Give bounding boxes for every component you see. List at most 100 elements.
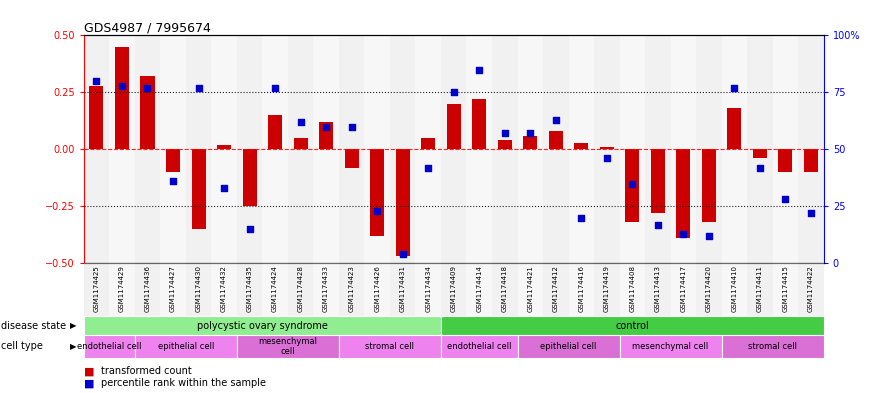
Bar [421, 138, 435, 149]
Point [753, 164, 767, 171]
Bar [211, 35, 237, 263]
Text: GSM1174429: GSM1174429 [119, 265, 125, 312]
Point [242, 226, 256, 232]
Point [702, 233, 716, 239]
Bar [390, 35, 416, 263]
Bar [568, 263, 594, 316]
Point [191, 84, 205, 91]
Bar [441, 263, 466, 316]
Bar [651, 149, 665, 213]
Text: percentile rank within the sample: percentile rank within the sample [101, 378, 266, 388]
Bar [594, 263, 619, 316]
Bar [549, 131, 563, 149]
Bar [441, 316, 824, 335]
Bar [293, 138, 307, 149]
Bar [191, 149, 205, 229]
Bar [728, 108, 742, 149]
Bar [365, 263, 390, 316]
Bar [396, 149, 410, 257]
Text: GSM1174434: GSM1174434 [426, 265, 431, 312]
Text: mesenchymal cell: mesenchymal cell [633, 342, 708, 351]
Bar [517, 335, 619, 358]
Bar [492, 35, 517, 263]
Text: epithelial cell: epithelial cell [540, 342, 596, 351]
Bar [747, 263, 773, 316]
Bar [568, 35, 594, 263]
Bar [237, 35, 263, 263]
Text: GSM1174416: GSM1174416 [578, 265, 584, 312]
Point [728, 84, 742, 91]
Bar [773, 263, 798, 316]
Text: endothelial cell: endothelial cell [447, 342, 512, 351]
Bar [722, 263, 747, 316]
Bar [90, 86, 103, 149]
Bar [677, 149, 691, 238]
Point [804, 210, 818, 216]
Bar [263, 263, 288, 316]
Bar [517, 263, 543, 316]
Text: control: control [616, 321, 649, 331]
Point [319, 123, 333, 130]
Point [677, 231, 691, 237]
Bar [702, 149, 716, 222]
Bar [492, 263, 517, 316]
Bar [441, 35, 466, 263]
Bar [696, 263, 722, 316]
Bar [288, 35, 314, 263]
Bar [390, 263, 416, 316]
Bar [365, 35, 390, 263]
Bar [263, 35, 288, 263]
Text: GSM1174422: GSM1174422 [808, 265, 814, 312]
Text: stromal cell: stromal cell [748, 342, 797, 351]
Text: GSM1174420: GSM1174420 [706, 265, 712, 312]
Bar [416, 263, 441, 316]
Text: cell type: cell type [1, 341, 43, 351]
Text: ■: ■ [84, 366, 94, 376]
Bar [135, 335, 237, 358]
Point [344, 123, 359, 130]
Text: ▶: ▶ [70, 342, 77, 351]
Bar [160, 263, 186, 316]
Text: GSM1174426: GSM1174426 [374, 265, 381, 312]
Bar [626, 149, 640, 222]
Text: GSM1174421: GSM1174421 [527, 265, 533, 312]
Bar [288, 263, 314, 316]
Point [370, 208, 384, 214]
Bar [339, 263, 365, 316]
Point [268, 84, 282, 91]
Bar [779, 149, 793, 172]
Bar [498, 140, 512, 149]
Text: GSM1174436: GSM1174436 [144, 265, 151, 312]
Bar [339, 35, 365, 263]
Bar [160, 35, 186, 263]
Text: GSM1174411: GSM1174411 [757, 265, 763, 312]
Bar [619, 35, 645, 263]
Bar [237, 263, 263, 316]
Bar [84, 316, 441, 335]
Bar [798, 35, 824, 263]
Text: GSM1174408: GSM1174408 [629, 265, 635, 312]
Point [626, 180, 640, 187]
Bar [543, 35, 568, 263]
Text: GSM1174418: GSM1174418 [502, 265, 507, 312]
Bar [574, 143, 589, 149]
Text: GSM1174430: GSM1174430 [196, 265, 202, 312]
Point [498, 130, 512, 136]
Bar [186, 263, 211, 316]
Bar [466, 35, 492, 263]
Bar [753, 149, 767, 158]
Text: GSM1174410: GSM1174410 [731, 265, 737, 312]
Point [779, 196, 793, 203]
Bar [696, 35, 722, 263]
Text: GSM1174425: GSM1174425 [93, 265, 100, 312]
Point [651, 221, 665, 228]
Bar [619, 263, 645, 316]
Point [472, 66, 486, 73]
Bar [441, 335, 517, 358]
Text: GSM1174427: GSM1174427 [170, 265, 176, 312]
Bar [140, 76, 154, 149]
Point [421, 164, 435, 171]
Point [523, 130, 537, 136]
Bar [804, 149, 818, 172]
Point [549, 117, 563, 123]
